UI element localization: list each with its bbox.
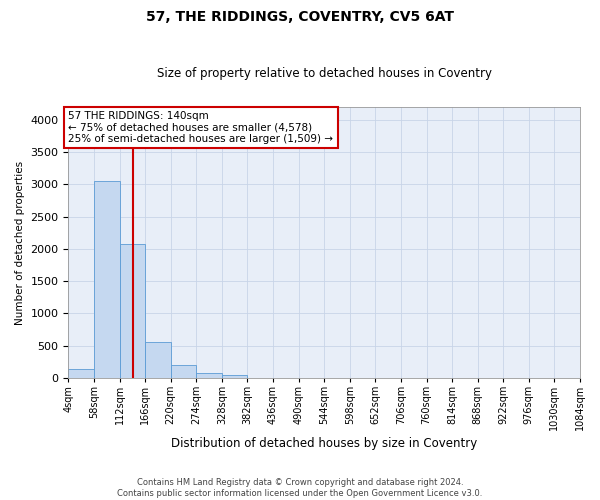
Y-axis label: Number of detached properties: Number of detached properties bbox=[15, 160, 25, 324]
Text: 57 THE RIDDINGS: 140sqm
← 75% of detached houses are smaller (4,578)
25% of semi: 57 THE RIDDINGS: 140sqm ← 75% of detache… bbox=[68, 111, 334, 144]
Title: Size of property relative to detached houses in Coventry: Size of property relative to detached ho… bbox=[157, 66, 492, 80]
Bar bbox=[171, 365, 196, 378]
Bar bbox=[196, 372, 222, 378]
Bar bbox=[94, 180, 119, 378]
X-axis label: Distribution of detached houses by size in Coventry: Distribution of detached houses by size … bbox=[171, 437, 478, 450]
Text: Contains HM Land Registry data © Crown copyright and database right 2024.
Contai: Contains HM Land Registry data © Crown c… bbox=[118, 478, 482, 498]
Bar bbox=[145, 342, 171, 378]
Bar bbox=[68, 370, 94, 378]
Bar bbox=[119, 244, 145, 378]
Bar bbox=[222, 374, 247, 378]
Text: 57, THE RIDDINGS, COVENTRY, CV5 6AT: 57, THE RIDDINGS, COVENTRY, CV5 6AT bbox=[146, 10, 454, 24]
